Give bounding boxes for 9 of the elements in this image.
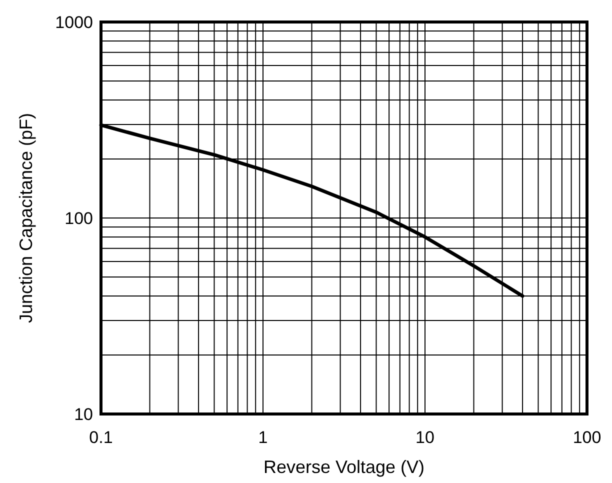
x-axis-title: Reverse Voltage (V) [263, 457, 425, 477]
y-tick-label: 1000 [55, 12, 93, 32]
y-tick-label: 100 [64, 208, 93, 228]
x-tick-label: 100 [572, 428, 602, 447]
y-axis-title: Junction Capacitance (pF) [16, 112, 36, 324]
x-tick-label: 10 [416, 428, 434, 447]
x-tick-label: 1 [258, 428, 268, 447]
x-tick-label: 0.1 [89, 428, 113, 447]
y-tick-label: 10 [74, 404, 93, 424]
